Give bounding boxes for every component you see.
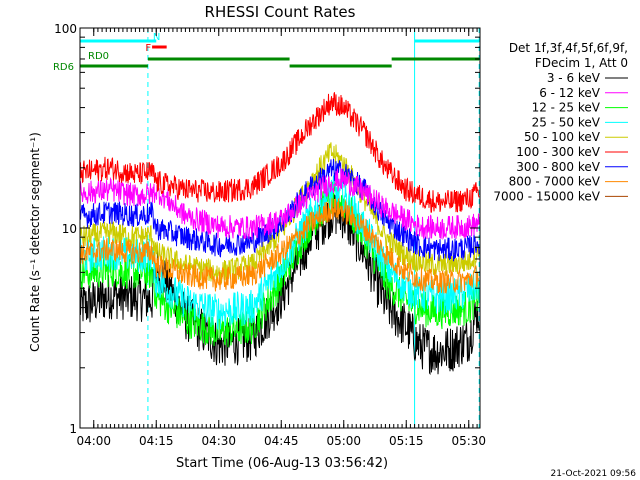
state-bar-label: RD6 xyxy=(53,62,74,73)
legend-entry-label: 6 - 12 keV xyxy=(539,86,601,100)
chart-title: RHESSI Count Rates xyxy=(205,3,356,21)
legend-entry-label: 3 - 6 keV xyxy=(547,71,601,85)
legend-header: FDecim 1, Att 0 xyxy=(535,56,628,70)
state-bar-label: F xyxy=(145,43,151,54)
legend-entry-label: 25 - 50 keV xyxy=(532,115,601,129)
state-bar-label: RD0 xyxy=(88,51,109,62)
y-axis-label: Count Rate (s⁻¹ detector segment⁻¹) xyxy=(28,132,42,352)
legend-entry-label: 300 - 800 keV xyxy=(516,160,600,174)
legend-entry-label: 800 - 7000 keV xyxy=(509,175,601,189)
series-line xyxy=(80,158,480,262)
x-tick-label: 04:15 xyxy=(139,434,174,448)
footer-date: 21-Oct-2021 09:56 xyxy=(551,469,637,479)
legend-entry-label: 7000 - 15000 keV xyxy=(493,189,600,203)
legend-header: Det 1f,3f,4f,5f,6f,9f, xyxy=(509,41,628,55)
x-tick-label: 05:30 xyxy=(451,434,486,448)
x-tick-label: 05:00 xyxy=(326,434,361,448)
legend-entry-label: 100 - 300 keV xyxy=(516,145,600,159)
legend: Det 1f,3f,4f,5f,6f,9f,FDecim 1, Att 03 -… xyxy=(493,41,628,203)
x-tick-label: 05:15 xyxy=(389,434,424,448)
x-tick-label: 04:45 xyxy=(264,434,299,448)
series-group xyxy=(80,92,480,376)
series-line xyxy=(80,168,480,240)
x-axis-label: Start Time (06-Aug-13 03:56:42) xyxy=(176,456,388,471)
legend-entry-label: 50 - 100 keV xyxy=(524,130,601,144)
legend-entry-label: 12 - 25 keV xyxy=(532,101,601,115)
series-line xyxy=(80,92,480,213)
state-bar-label: N xyxy=(153,32,160,43)
plot-frame xyxy=(79,27,481,429)
series-line xyxy=(80,198,480,294)
y-tick-label: 100 xyxy=(54,22,77,36)
y-tick-label: 1 xyxy=(69,422,77,436)
x-tick-label: 04:30 xyxy=(201,434,236,448)
series-line xyxy=(80,181,480,348)
x-tick-label: 04:00 xyxy=(76,434,111,448)
y-tick-label: 10 xyxy=(62,222,77,236)
plot-area: RD0 RD6 FN 1 10 100 04:00 04:15 04:30 04:45 05:00 0… xyxy=(53,22,486,448)
series-line xyxy=(80,142,480,284)
